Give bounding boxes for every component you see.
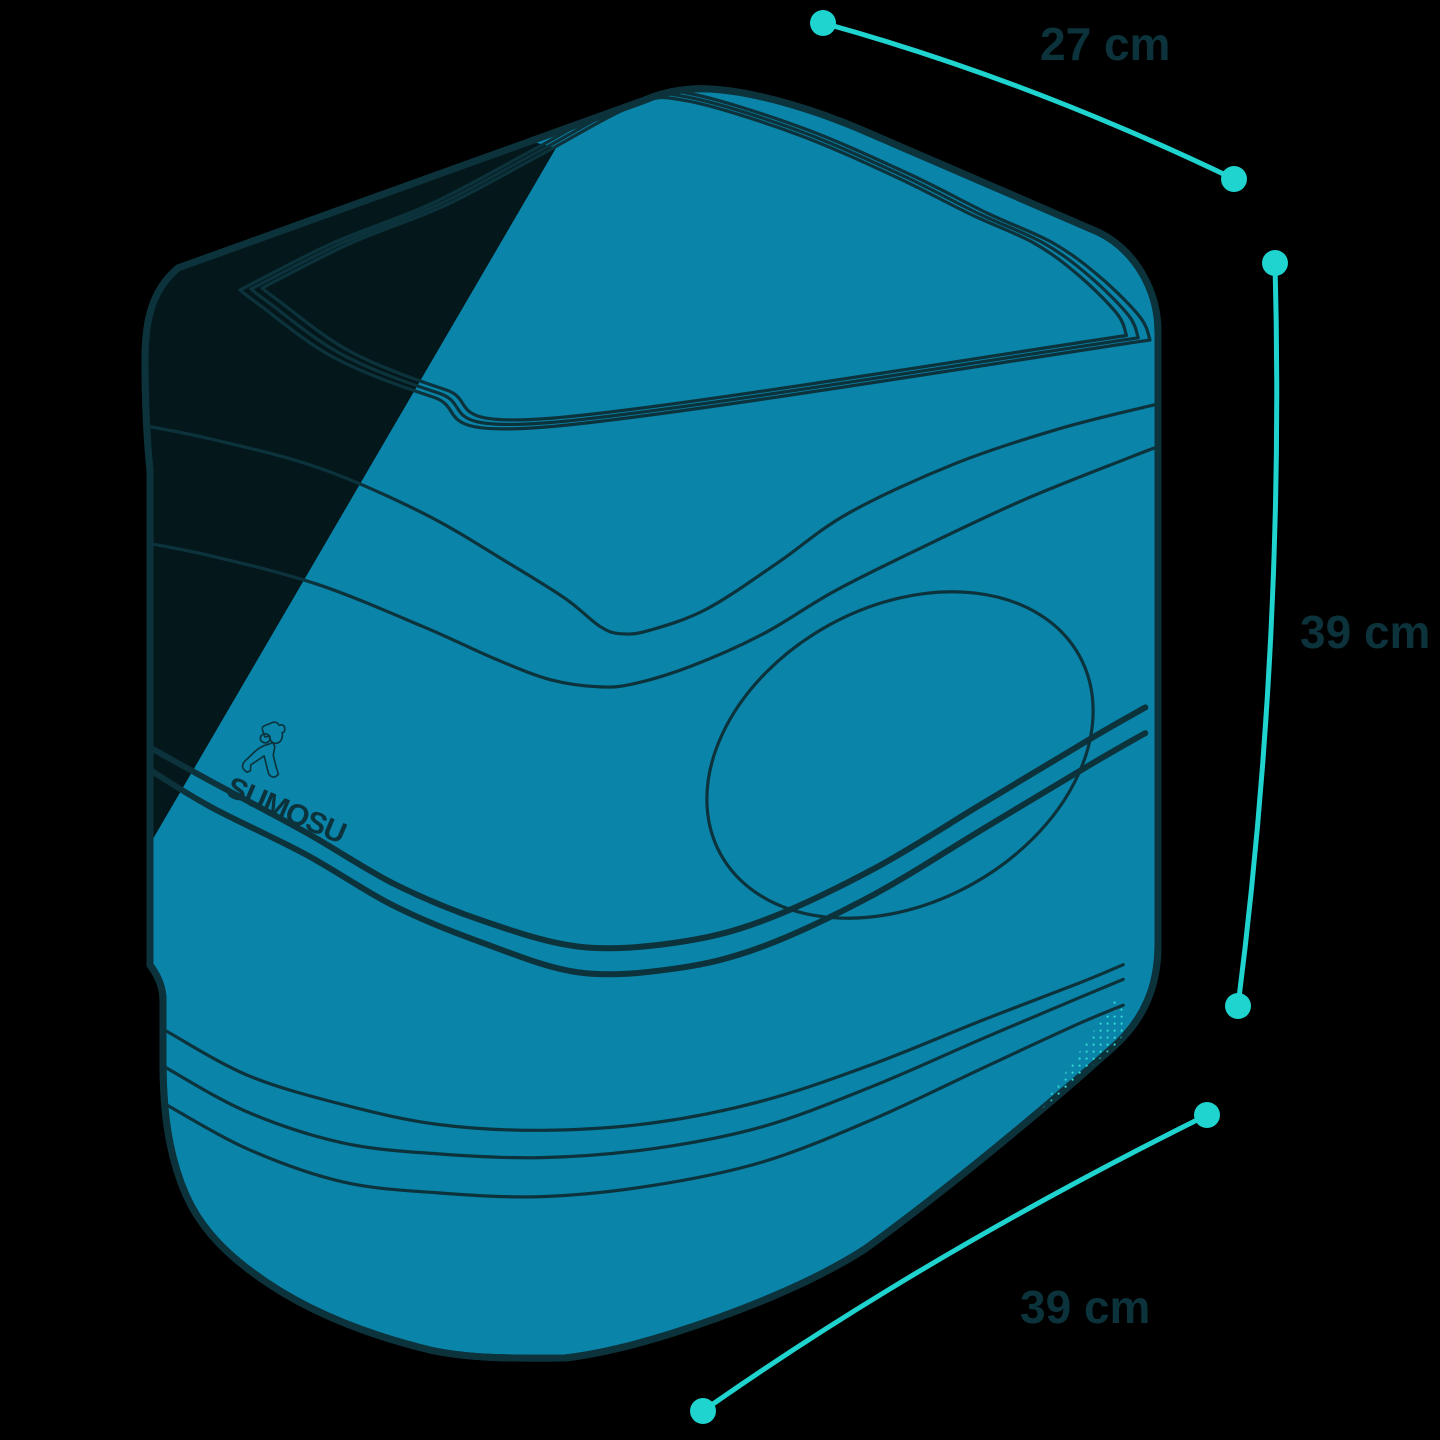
svg-text:27 cm: 27 cm xyxy=(1040,18,1170,70)
svg-text:39 cm: 39 cm xyxy=(1300,606,1430,658)
svg-text:39 cm: 39 cm xyxy=(1020,1281,1150,1333)
